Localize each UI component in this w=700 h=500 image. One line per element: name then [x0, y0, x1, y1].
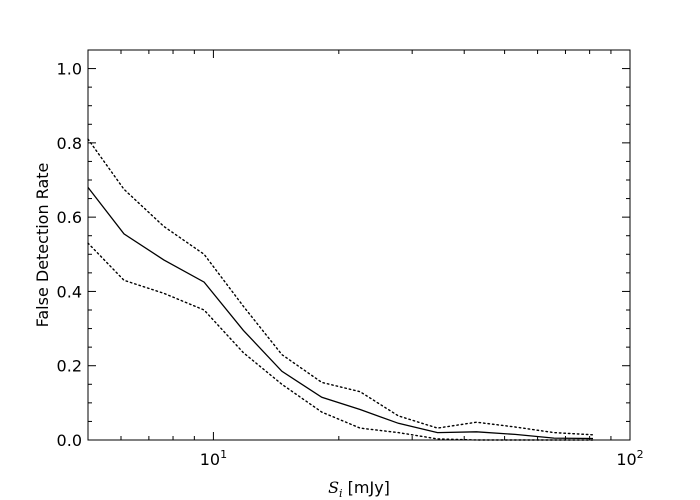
- y-axis-label: False Detection Rate: [33, 163, 52, 328]
- y-tick-label: 0.8: [57, 134, 82, 153]
- x-tick-label-base: 10: [616, 450, 636, 469]
- y-tick-label: 0.4: [57, 282, 82, 301]
- y-tick-label: 0.6: [57, 208, 82, 227]
- x-tick-label: 102: [616, 448, 643, 469]
- data-point: [398, 423, 399, 424]
- data-point: [321, 397, 322, 398]
- x-tick-label-base: 10: [200, 450, 220, 469]
- data-point: [321, 412, 322, 413]
- x-tick-label-exponent: 2: [637, 448, 644, 461]
- data-point: [204, 254, 205, 255]
- data-point: [360, 428, 361, 429]
- y-tick-label: 1.0: [57, 60, 82, 79]
- data-point: [281, 371, 282, 372]
- data-point: [163, 259, 164, 260]
- y-tick-labels: 0.0 0.2 0.4 0.6 0.8 1.0: [57, 60, 82, 450]
- data-point: [360, 391, 361, 392]
- x-axis-label: Si [mJy]: [328, 478, 390, 500]
- data-point: [476, 422, 477, 423]
- data-point: [515, 426, 516, 427]
- x-axis-label-symbol: S: [328, 478, 339, 497]
- data-point: [592, 434, 593, 435]
- data-point: [243, 306, 244, 307]
- data-point: [398, 432, 399, 433]
- data-point: [592, 438, 593, 439]
- plot-frame: [87, 49, 631, 441]
- x-axis-label-unit: [mJy]: [343, 478, 390, 497]
- data-point: [398, 415, 399, 416]
- plot-area: [88, 50, 630, 440]
- data-point: [360, 409, 361, 410]
- x-tick-label-exponent: 1: [220, 448, 227, 461]
- data-point: [163, 293, 164, 294]
- data-point: [123, 280, 124, 281]
- data-point: [437, 428, 438, 429]
- data-point: [281, 354, 282, 355]
- x-tick-labels: 101 102: [200, 448, 644, 469]
- minor-ticks: [87, 49, 630, 440]
- data-point: [515, 434, 516, 435]
- x-tick-label: 101: [200, 448, 227, 469]
- data-point: [243, 352, 244, 353]
- data-point: [123, 233, 124, 234]
- data-point: [321, 382, 322, 383]
- data-point: [243, 330, 244, 331]
- y-tick-label: 0.0: [57, 431, 82, 450]
- series-line-bound-1: [87, 138, 594, 436]
- series-line-bound-2: [87, 242, 594, 441]
- y-tick-label: 0.2: [57, 357, 82, 376]
- x-axis-label-subscript: i: [339, 487, 343, 500]
- data-point: [437, 438, 438, 439]
- data-point: [204, 282, 205, 283]
- series-line-mean: [87, 187, 594, 440]
- data-point: [553, 432, 554, 433]
- data-point: [553, 438, 554, 439]
- data-point: [437, 432, 438, 433]
- data-point: [476, 431, 477, 432]
- data-point: [281, 384, 282, 385]
- data-point: [204, 309, 205, 310]
- series-layer: [87, 138, 594, 441]
- data-point: [123, 189, 124, 190]
- data-point: [163, 226, 164, 227]
